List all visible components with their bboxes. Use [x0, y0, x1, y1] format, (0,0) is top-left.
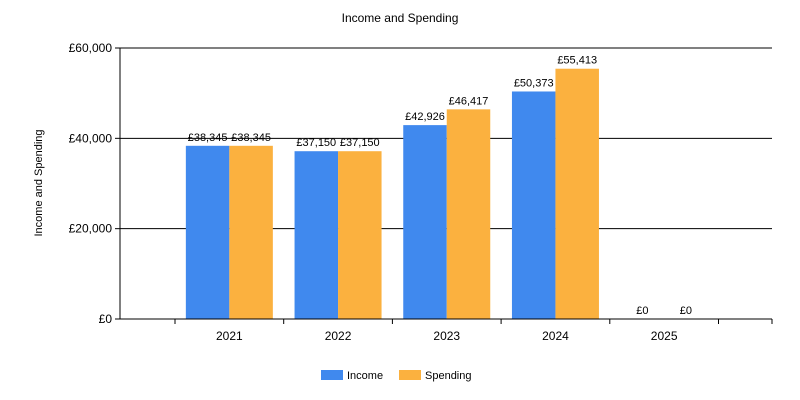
- data-label: £37,150: [296, 137, 336, 149]
- data-label: £55,413: [557, 55, 597, 67]
- legend-label-income: Income: [347, 370, 383, 382]
- y-tick-label: £0: [99, 312, 113, 326]
- y-tick-label: £40,000: [69, 131, 113, 145]
- data-label: £0: [680, 305, 692, 317]
- bar-income: [294, 151, 339, 319]
- bar-spending: [338, 151, 382, 319]
- data-label: £0: [636, 305, 648, 317]
- chart-title: Income and Spending: [342, 11, 459, 25]
- data-label: £46,417: [449, 95, 489, 107]
- x-tick-label: 2022: [325, 329, 352, 343]
- legend-swatch-spending: [399, 370, 421, 380]
- bar-income: [511, 91, 556, 319]
- axes: £0 £20,000 £40,000 £60,000 2021 2022 2023 2024 2…: [69, 41, 773, 343]
- bar-income: [185, 145, 230, 319]
- data-labels: £38,345 £38,345 £37,150 £37,150 £42,926 £46,4…: [188, 55, 692, 317]
- legend-label-spending: Spending: [425, 370, 472, 382]
- bar-spending: [555, 68, 599, 319]
- data-label: £42,926: [405, 111, 445, 123]
- legend-swatch-income: [321, 370, 343, 380]
- y-tick-label: £60,000: [69, 41, 113, 55]
- y-axis-title: Income and Spending: [33, 129, 45, 236]
- bar-spending: [229, 145, 273, 319]
- data-label: £37,150: [340, 137, 380, 149]
- bar-spending: [446, 109, 491, 319]
- bar-income: [403, 125, 447, 319]
- y-tick-label: £20,000: [69, 222, 113, 236]
- x-tick-label: 2023: [433, 329, 460, 343]
- data-label: £38,345: [231, 132, 271, 144]
- bars: [185, 68, 599, 319]
- data-label: £50,373: [514, 77, 554, 89]
- x-tick-label: 2024: [542, 329, 569, 343]
- x-tick-label: 2025: [651, 329, 678, 343]
- x-tick-label: 2021: [216, 329, 243, 343]
- legend: Income Spending: [321, 370, 472, 382]
- data-label: £38,345: [188, 132, 228, 144]
